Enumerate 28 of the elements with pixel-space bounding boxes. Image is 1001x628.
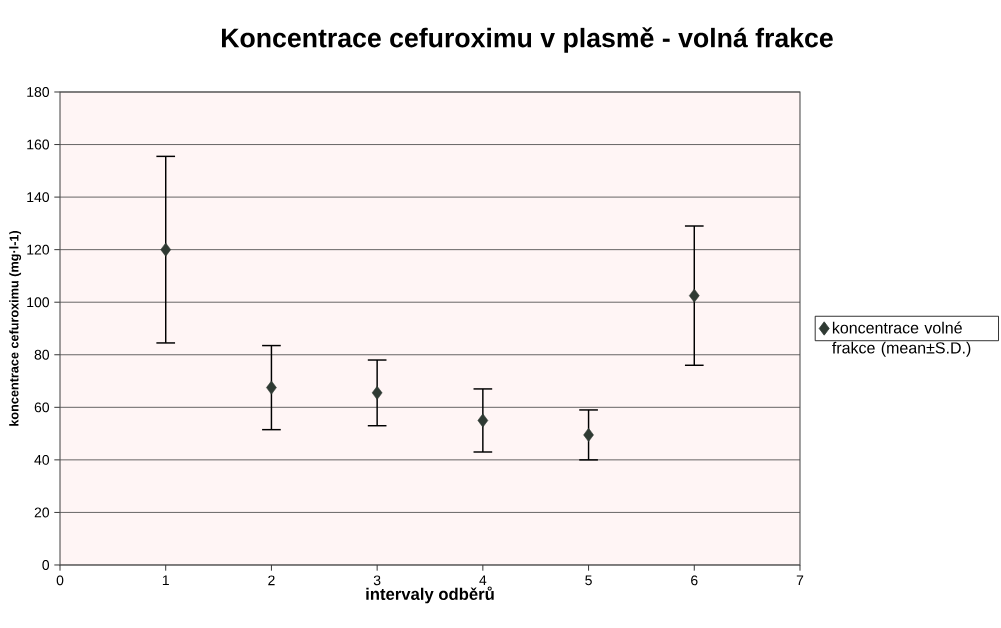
y-axis-title: koncentrace cefuroximu (mg·l-1) [9,230,22,426]
y-tick-label: 100 [27,297,50,308]
point [689,288,700,303]
y-tick-label: 180 [27,87,50,97]
x-tick-label: 6 [691,575,698,586]
point [583,427,594,442]
x-tick-label: 2 [268,575,275,586]
y-tick-label: 120 [27,244,50,255]
x-tick-label: 1 [162,575,169,586]
point [371,385,383,400]
y-tick-label: 40 [34,454,50,465]
point [266,380,277,395]
x-tick-label: 4 [479,575,487,586]
y-tick-label: 20 [34,507,50,518]
y-tick-label: 60 [34,402,50,413]
y-tick-label: 80 [34,349,50,360]
chart-title: Koncentrace cefuroximu v plasmě - volná frakce [222,27,833,53]
x-tick-label: 0 [56,575,64,586]
point [160,242,171,257]
point [477,413,489,428]
x-axis-title: intervaly odběrů [366,586,494,604]
y-tick-label: 0 [42,560,50,570]
legend-label: koncentrace volné frakce (mean±S.D.) [832,321,971,357]
x-tick-label: 5 [585,575,592,586]
y-tick-label: 140 [27,192,50,203]
y-tick-label: 160 [27,139,50,150]
x-tick-label: 7 [796,575,804,586]
x-tick-label: 3 [373,575,381,586]
